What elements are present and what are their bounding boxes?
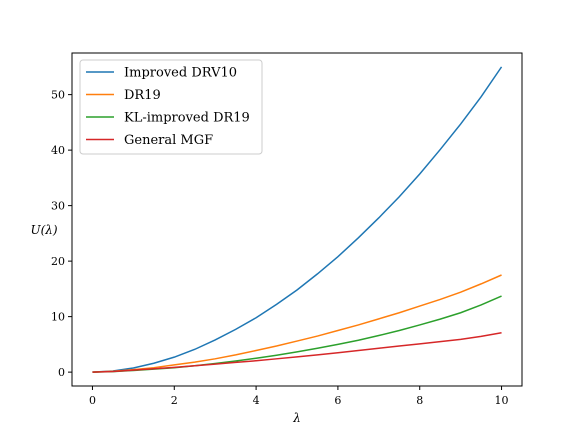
legend-label-1: Improved DRV10 (124, 66, 237, 81)
x-tick-label: 2 (171, 394, 178, 407)
y-tick-label: 30 (51, 200, 65, 213)
series-line-4 (92, 331, 502, 373)
y-tick-label: 50 (51, 89, 65, 102)
series-line-3 (92, 295, 502, 373)
x-tick-label: 6 (334, 394, 341, 407)
y-tick-label: 0 (58, 366, 65, 379)
y-tick-label: 40 (51, 144, 65, 157)
legend-box (79, 59, 263, 155)
y-axis: 0 10 20 30 40 50 (51, 89, 72, 379)
y-tick-label: 20 (51, 255, 65, 268)
legend-label-3: KL-improved DR19 (124, 111, 250, 126)
plot-area-frame (71, 52, 523, 387)
series-line-2 (92, 274, 502, 373)
x-axis-label: λ (292, 411, 301, 425)
legend: Improved DRV10 DR19 KL-improved DR19 Genera… (79, 59, 263, 155)
legend-label-4: General MGF (124, 133, 213, 148)
x-tick-label: 0 (89, 394, 96, 407)
series-line-1 (92, 66, 503, 373)
y-tick-label: 10 (51, 311, 65, 324)
x-tick-label: 10 (495, 394, 509, 407)
x-tick-label: 4 (253, 394, 260, 407)
x-tick-label: 8 (416, 394, 423, 407)
series-layer (92, 66, 503, 373)
y-axis-label: U(λ) (30, 223, 57, 237)
x-axis: 0 2 4 6 8 10 (89, 386, 509, 407)
legend-label-2: DR19 (124, 88, 161, 103)
